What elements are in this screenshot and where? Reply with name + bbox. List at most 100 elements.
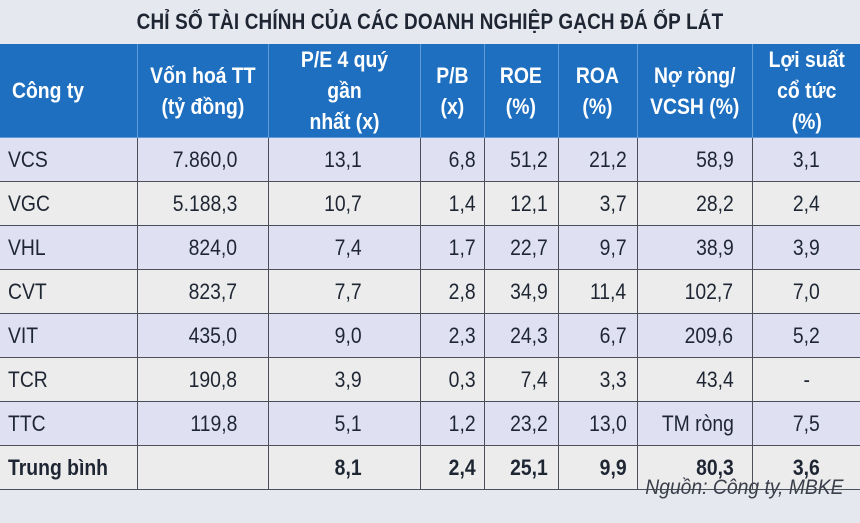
- cell-pe-value: 7,4: [334, 234, 362, 260]
- cell-net-debt-value: 38,9: [695, 234, 734, 260]
- cell-company: TCR: [0, 357, 138, 402]
- cell-net-debt-value: 28,2: [695, 190, 734, 216]
- cell-roe: 12,1: [483, 181, 559, 226]
- cell-market-cap: 823,7: [136, 269, 269, 314]
- header-dividend-yield: Lợi suất cổ tức (%): [751, 44, 860, 138]
- cell-pe: 7,7: [267, 269, 421, 314]
- cell-net-debt-value: TM ròng: [661, 410, 734, 436]
- cell-roe: 25,1: [483, 445, 559, 490]
- cell-company-value: TCR: [8, 366, 48, 392]
- cell-dividend-yield-value: 3,1: [792, 146, 820, 172]
- cell-market-cap-value: 435,0: [189, 322, 238, 348]
- cell-roe-value: 22,7: [509, 234, 548, 260]
- table-row: TCR 190,8 3,9 0,3 7,4 3,3 43,4 -: [0, 357, 860, 402]
- cell-roe-value: 7,4: [520, 366, 548, 392]
- cell-pb-value: 2,4: [448, 454, 476, 480]
- cell-dividend-yield: 2,4: [751, 181, 860, 226]
- cell-market-cap: [136, 445, 269, 490]
- header-roe: ROE (%): [483, 44, 559, 138]
- cell-market-cap-value: 190,8: [189, 366, 238, 392]
- header-dividend-yield-line2: cổ tức (%): [776, 78, 836, 134]
- cell-market-cap: 5.188,3: [136, 181, 269, 226]
- cell-dividend-yield: -: [751, 357, 860, 402]
- cell-company: VGC: [0, 181, 138, 226]
- table-row: CVT 823,7 7,7 2,8 34,9 11,4 102,7 7,0: [0, 269, 860, 314]
- cell-pb-value: 1,7: [448, 234, 476, 260]
- cell-net-debt: 209,6: [636, 313, 753, 358]
- cell-market-cap: 824,0: [136, 225, 269, 270]
- cell-dividend-yield: 3,6: [751, 445, 860, 490]
- cell-pb-value: 1,4: [448, 190, 476, 216]
- cell-company-value: Trung bình: [8, 454, 109, 480]
- cell-market-cap: 435,0: [136, 313, 269, 358]
- header-roe-line2: (%): [505, 93, 537, 119]
- cell-pb: 0,3: [419, 357, 485, 402]
- cell-pe: 7,4: [267, 225, 421, 270]
- header-pe-line2: nhất (x): [309, 109, 379, 134]
- cell-company-value: CVT: [8, 278, 47, 304]
- cell-roe-value: 23,2: [509, 410, 548, 436]
- cell-market-cap: 119,8: [136, 401, 269, 446]
- cell-pb: 2,3: [419, 313, 485, 358]
- table-row: VGC 5.188,3 10,7 1,4 12,1 3,7 28,2 2,4: [0, 181, 860, 226]
- table-row: VHL 824,0 7,4 1,7 22,7 9,7 38,9 3,9: [0, 225, 860, 270]
- cell-dividend-yield: 5,2: [751, 313, 860, 358]
- cell-dividend-yield: 7,5: [751, 401, 860, 446]
- cell-pe-value: 13,1: [323, 146, 362, 172]
- cell-roa-value: 13,0: [588, 410, 627, 436]
- header-company-label: Công ty: [12, 78, 85, 103]
- cell-pb: 6,8: [419, 137, 485, 182]
- cell-company-value: VGC: [8, 190, 50, 216]
- cell-company-value: TTC: [8, 410, 46, 436]
- cell-pe-value: 9,0: [334, 322, 362, 348]
- cell-pb: 1,7: [419, 225, 485, 270]
- cell-dividend-yield-value: 3,6: [792, 454, 820, 480]
- cell-roe-value: 24,3: [509, 322, 548, 348]
- table-body: VCS 7.860,0 13,1 6,8 51,2 21,2 58,9 3,1 VGC 5.188…: [0, 137, 860, 490]
- cell-pb-value: 0,3: [448, 366, 476, 392]
- header-market-cap-line2: (tỷ đồng): [161, 93, 244, 119]
- cell-pe-value: 5,1: [334, 410, 362, 436]
- cell-net-debt: 80,3: [636, 445, 753, 490]
- cell-net-debt: 102,7: [636, 269, 753, 314]
- header-roa-line2: (%): [582, 93, 613, 119]
- cell-net-debt: 28,2: [636, 181, 753, 226]
- cell-roa-value: 11,4: [590, 278, 627, 304]
- cell-market-cap-value: 824,0: [189, 234, 238, 260]
- table-title: CHỈ SỐ TÀI CHÍNH CỦA CÁC DOANH NGHIỆP GẠ…: [136, 9, 724, 34]
- cell-dividend-yield-value: 7,0: [792, 278, 820, 304]
- cell-roa: 13,0: [557, 401, 638, 446]
- cell-company: VCS: [0, 137, 138, 182]
- header-dividend-yield-line1: Lợi suất: [768, 47, 845, 72]
- cell-company: TTC: [0, 401, 138, 446]
- cell-dividend-yield: 7,0: [751, 269, 860, 314]
- cell-net-debt: 43,4: [636, 357, 753, 402]
- header-net-debt-line2: VCSH (%): [649, 93, 740, 119]
- cell-roe-value: 25,1: [509, 454, 548, 480]
- cell-roe: 23,2: [483, 401, 559, 446]
- cell-dividend-yield-value: 5,2: [792, 322, 820, 348]
- header-market-cap-line1: Vốn hoá TT: [149, 62, 256, 88]
- source-note: Nguồn: Công ty, MBKE: [645, 476, 844, 499]
- cell-net-debt-value: 80,3: [695, 454, 734, 480]
- cell-net-debt: 38,9: [636, 225, 753, 270]
- header-roa-line1: ROA: [575, 62, 620, 88]
- cell-roa-value: 3,7: [599, 190, 627, 216]
- cell-pe: 9,0: [267, 313, 421, 358]
- cell-roa: 3,3: [557, 357, 638, 402]
- cell-pe-value: 3,9: [334, 366, 362, 392]
- cell-pe: 8,1: [267, 445, 421, 490]
- cell-roa: 3,7: [557, 181, 638, 226]
- cell-market-cap-value: 7.860,0: [172, 146, 238, 172]
- cell-market-cap: 190,8: [136, 357, 269, 402]
- cell-market-cap-value: 823,7: [189, 278, 238, 304]
- header-market-cap: Vốn hoá TT (tỷ đồng): [136, 44, 269, 138]
- cell-company: VHL: [0, 225, 138, 270]
- cell-pb: 2,4: [419, 445, 485, 490]
- cell-roa: 21,2: [557, 137, 638, 182]
- cell-pe: 5,1: [267, 401, 421, 446]
- cell-dividend-yield-value: 2,4: [792, 190, 820, 216]
- cell-company-value: VHL: [8, 234, 46, 260]
- cell-pb-value: 6,8: [448, 146, 476, 172]
